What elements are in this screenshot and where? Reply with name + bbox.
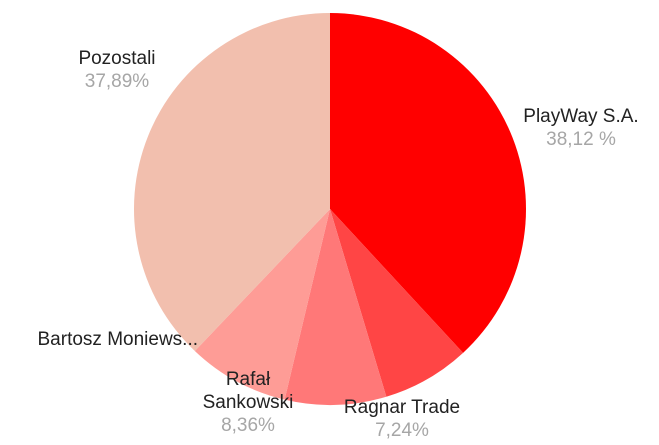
slice-value-rafal-sankowski: 8,36% [221,415,275,436]
slice-value-playway-s-a: 38,12 % [546,129,616,150]
slice-value-pozostali: 37,89% [85,71,150,92]
slice-value-ragnar-trade: 7,24% [375,420,429,441]
slice-label-bartosz-moniews: Bartosz Moniews... [38,329,199,350]
slice-label-ragnar-trade: Ragnar Trade [344,397,460,418]
pie-slice-ragnar-trade [330,209,464,397]
slice-label-pozostali: Pozostali [78,48,155,69]
pie-slices [133,12,527,406]
slice-label-playway-s-a: PlayWay S.A. [523,106,638,127]
slice-label-rafal-sankowski: Rafał Sankowski [203,369,294,413]
pie-slice-playway-s-a [330,13,527,353]
pie-slice-pozostali [133,12,330,351]
pie-slice-bartosz-moniews [194,209,330,400]
pie-slice-rafal-sankowski [284,209,387,406]
